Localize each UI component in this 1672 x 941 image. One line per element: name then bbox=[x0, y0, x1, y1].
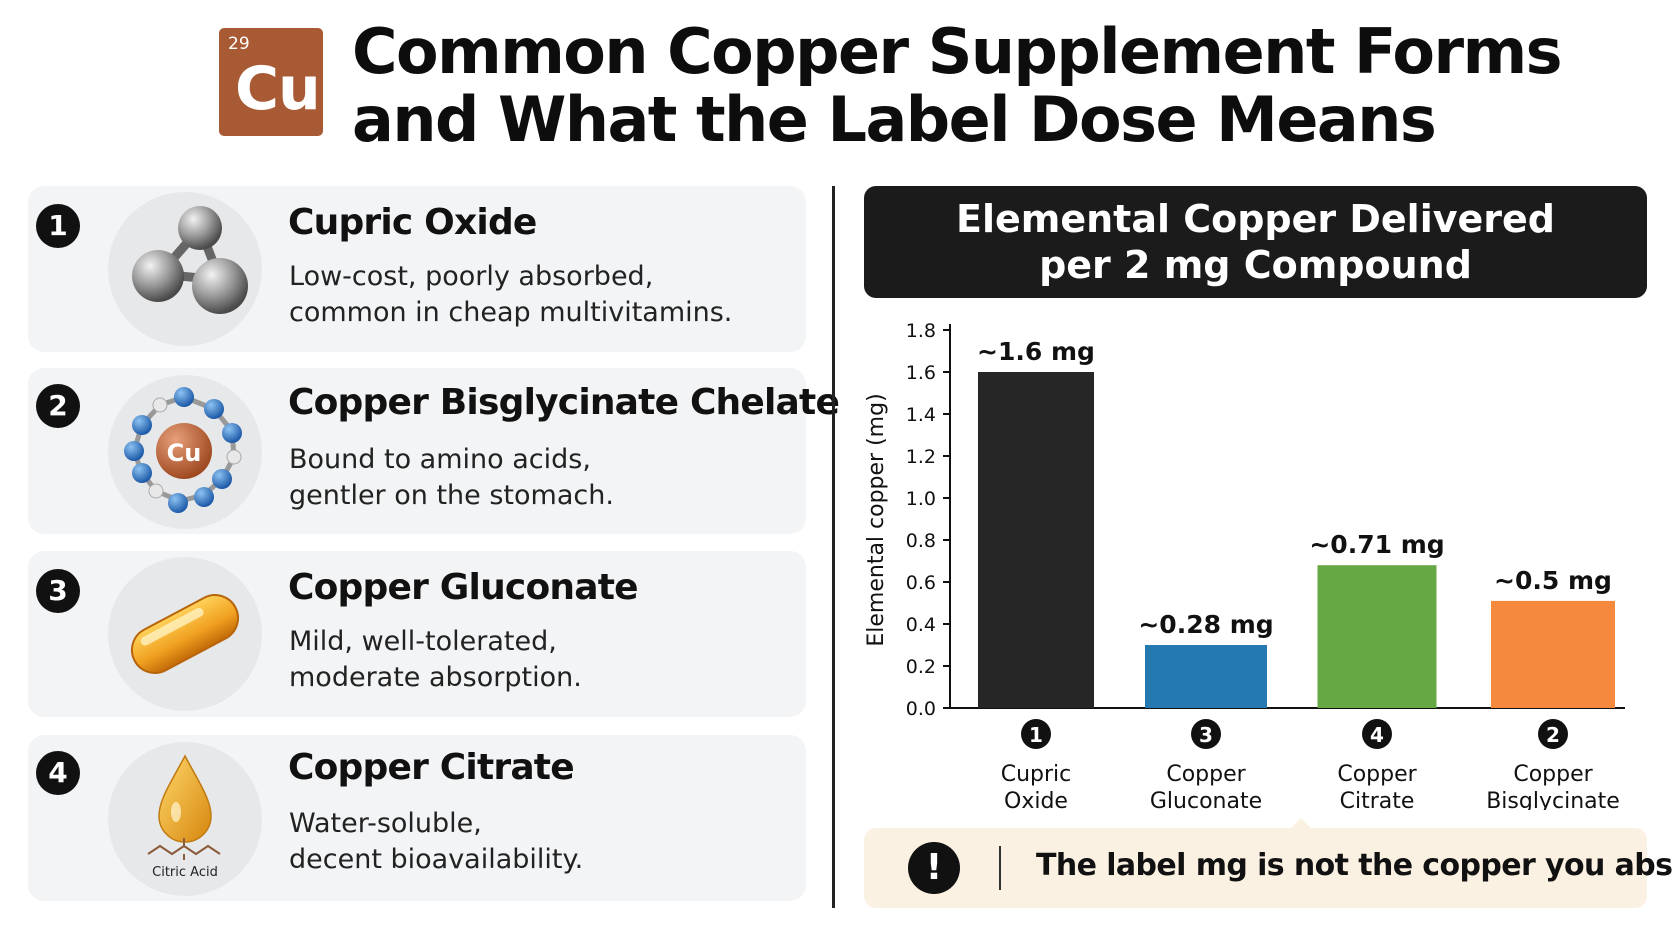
number-badge: 1 bbox=[36, 204, 80, 248]
form-description: Low-cost, poorly absorbed, common in che… bbox=[289, 261, 733, 328]
form-name: Copper Gluconate bbox=[288, 567, 639, 608]
bar bbox=[1317, 565, 1437, 708]
bar-value-label: ~1.6 mg bbox=[977, 337, 1095, 366]
page-title: Common Copper Supplement Forms and What … bbox=[352, 15, 1563, 156]
category-number-badge bbox=[1191, 719, 1221, 749]
y-tick-label: 1.4 bbox=[906, 404, 936, 426]
form-card-copper-gluconate: 3 Copper Gluconate Mild, well-tolerated,… bbox=[28, 551, 806, 717]
form-card-cupric-oxide: 1 Cupric Oxide Low-cost, poorly absorbed… bbox=[28, 186, 806, 352]
note-separator bbox=[999, 846, 1001, 890]
category-label: Copper bbox=[1166, 762, 1246, 787]
y-axis-label: Elemental copper (mg) bbox=[864, 393, 889, 646]
chart-title-line-1: Elemental Copper Delivered bbox=[955, 197, 1555, 241]
y-tick-label: 1.0 bbox=[906, 488, 936, 510]
y-tick-label: 0.8 bbox=[906, 530, 936, 552]
category-number-badge bbox=[1021, 719, 1051, 749]
y-tick-label: 1.6 bbox=[906, 362, 936, 384]
title-line-1: Common Copper Supplement Forms bbox=[352, 15, 1563, 88]
molecule-icon bbox=[108, 192, 262, 346]
category-label: Copper bbox=[1337, 762, 1417, 787]
cu-atom-label: Cu bbox=[167, 439, 202, 467]
y-tick-label: 0.6 bbox=[906, 572, 936, 594]
capsule-icon bbox=[108, 557, 262, 711]
warning-note: ! The label mg is not the copper you abs… bbox=[864, 828, 1672, 908]
y-tick-label: 0.4 bbox=[906, 614, 936, 636]
number-badge: 4 bbox=[36, 751, 80, 795]
form-description: Mild, well-tolerated, moderate absorptio… bbox=[289, 626, 582, 693]
number-badge: 3 bbox=[36, 569, 80, 613]
bar bbox=[1145, 645, 1267, 708]
droplet-icon: Citric Acid bbox=[108, 742, 262, 896]
category-label: Bisglycinate bbox=[1486, 789, 1620, 810]
category-number: 4 bbox=[1370, 723, 1384, 747]
category-number-badge bbox=[1538, 719, 1568, 749]
form-card-copper-bisglycinate: 2 Cu Copper Bisglycinate Chela bbox=[28, 368, 840, 534]
chelate-molecule-icon: Cu bbox=[108, 375, 262, 529]
form-description: Bound to amino acids, gentler on the sto… bbox=[289, 444, 614, 511]
chart-title: Elemental Copper Delivered per 2 mg Comp… bbox=[864, 186, 1647, 298]
citric-acid-label: Citric Acid bbox=[152, 865, 218, 880]
category-label: Gluconate bbox=[1150, 789, 1262, 810]
y-tick-label: 0.0 bbox=[906, 698, 936, 720]
category-label: Citrate bbox=[1340, 789, 1415, 810]
element-symbol: Cu bbox=[235, 54, 321, 124]
form-card-copper-citrate: 4 Citric Acid Copper Citrate Water-solub… bbox=[28, 735, 806, 901]
category-number-badge bbox=[1362, 719, 1392, 749]
element-badge: 29 Cu bbox=[219, 28, 323, 136]
category-label: Copper bbox=[1513, 762, 1593, 787]
y-tick-label: 0.2 bbox=[906, 656, 936, 678]
bar bbox=[1491, 600, 1615, 708]
title-line-2: and What the Label Dose Means bbox=[352, 83, 1437, 156]
category-label: Cupric bbox=[1001, 762, 1072, 787]
y-tick-label: 1.2 bbox=[906, 446, 936, 468]
form-name: Copper Bisglycinate Chelate bbox=[288, 382, 840, 423]
form-name: Copper Citrate bbox=[288, 747, 575, 788]
category-number: 2 bbox=[1546, 723, 1560, 747]
form-name: Cupric Oxide bbox=[288, 202, 537, 243]
bar-chart: 0.0 0.2 0.4 0.6 0.8 1.0 1.2 1.4 1.6 1.8 Elemental … bbox=[864, 320, 1625, 810]
note-pointer bbox=[1290, 818, 1312, 829]
warning-text: The label mg is not the copper you absor… bbox=[1036, 848, 1672, 883]
y-tick-label: 1.8 bbox=[906, 320, 936, 342]
form-description: Water-soluble, decent bioavailability. bbox=[289, 808, 584, 875]
category-number: 3 bbox=[1199, 723, 1213, 747]
bar-value-label: ~0.71 mg bbox=[1309, 530, 1444, 559]
exclamation-icon: ! bbox=[908, 842, 960, 894]
atomic-number: 29 bbox=[228, 34, 250, 54]
bar-value-label: ~0.28 mg bbox=[1138, 610, 1273, 639]
chart-title-line-2: per 2 mg Compound bbox=[1039, 243, 1472, 287]
category-label: Oxide bbox=[1004, 789, 1068, 810]
number-badge: 2 bbox=[36, 384, 80, 428]
bar-value-label: ~0.5 mg bbox=[1494, 566, 1612, 595]
column-divider bbox=[832, 186, 835, 908]
category-number: 1 bbox=[1029, 723, 1043, 747]
bar bbox=[978, 372, 1094, 708]
